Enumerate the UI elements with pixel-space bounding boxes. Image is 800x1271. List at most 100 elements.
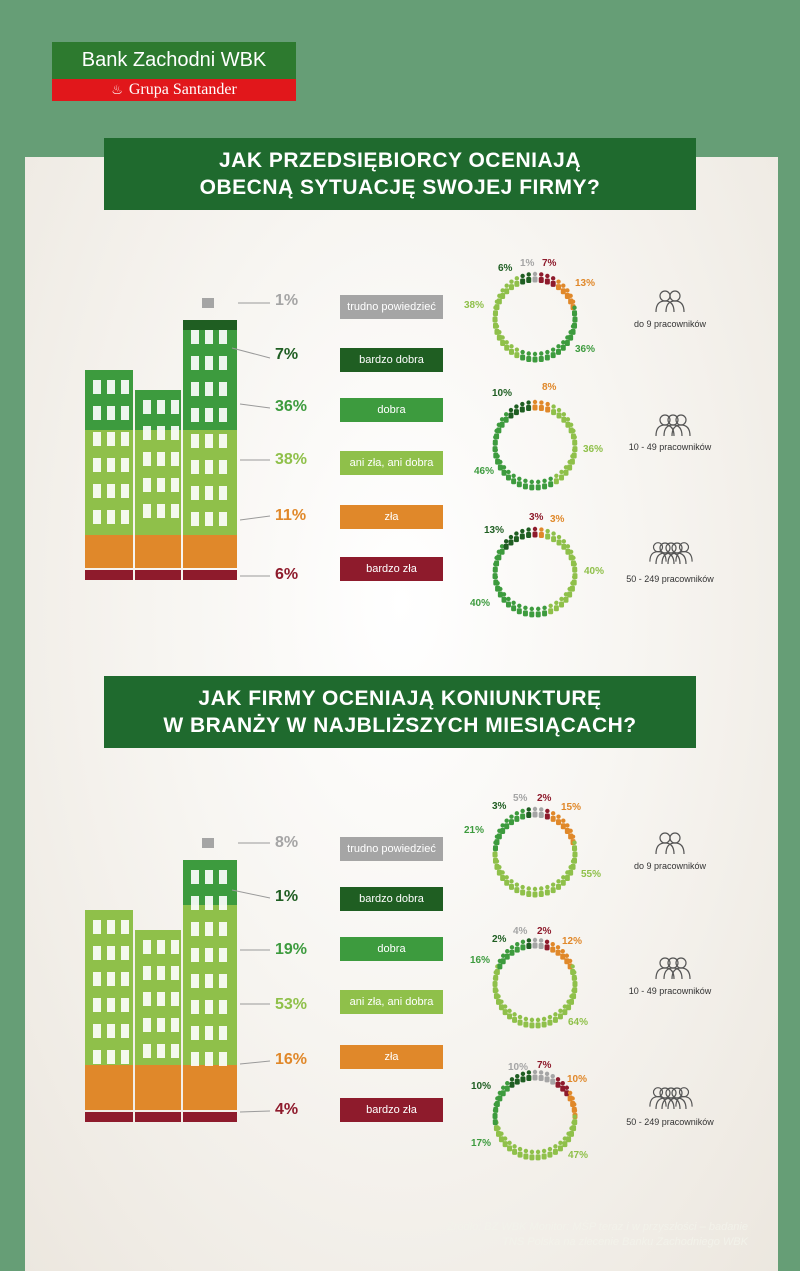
- person-body: [496, 554, 502, 561]
- person-body: [561, 416, 567, 423]
- person-head: [520, 884, 525, 890]
- person-head: [544, 939, 550, 945]
- person-head: [572, 840, 577, 845]
- person-body: [514, 887, 520, 894]
- person-body: [494, 328, 500, 335]
- connector-line: [239, 1060, 271, 1065]
- building-window: [205, 408, 213, 422]
- person-head: [551, 404, 556, 409]
- person-head: [500, 288, 505, 293]
- person-head: [558, 1140, 563, 1146]
- pct-trudno-1: 1%: [275, 292, 299, 309]
- person-head: [566, 1131, 571, 1136]
- building-window: [205, 330, 213, 344]
- building-window: [219, 896, 227, 910]
- person-body: [504, 823, 510, 830]
- person-body: [560, 344, 566, 351]
- person-head: [561, 340, 566, 345]
- person-head: [553, 1012, 558, 1017]
- building-window: [171, 426, 179, 440]
- building-window: [171, 504, 179, 518]
- building-window: [93, 1024, 101, 1038]
- building-band: [183, 1112, 237, 1122]
- person-head: [502, 1004, 508, 1009]
- person-outline-head: [671, 1087, 683, 1099]
- person-body: [492, 845, 498, 852]
- building-band: [183, 1065, 237, 1110]
- person-body: [566, 1004, 572, 1011]
- person-body: [544, 813, 550, 820]
- person-body: [508, 348, 514, 355]
- person-head: [520, 349, 525, 355]
- person-body: [500, 875, 506, 882]
- building-window: [93, 946, 101, 960]
- person-body: [495, 1130, 501, 1137]
- person-body: [544, 278, 550, 285]
- person-head: [545, 273, 550, 279]
- person-head: [572, 318, 577, 323]
- bank-logo: Bank Zachodni WBK: [52, 42, 296, 79]
- person-head: [556, 814, 561, 819]
- person-outline-body: [675, 551, 693, 562]
- label-trudno-1: trudno powiedzieć: [340, 295, 443, 319]
- person-body: [508, 539, 514, 546]
- person-head: [509, 279, 514, 284]
- person-body: [564, 292, 570, 299]
- person-body: [497, 963, 503, 970]
- building-window: [171, 400, 179, 414]
- person-head: [542, 605, 547, 611]
- person-body: [551, 409, 557, 416]
- ring-label: 64%: [568, 1017, 589, 1028]
- person-outline-head: [659, 542, 671, 554]
- person-head: [560, 1080, 565, 1086]
- person-body: [498, 1004, 504, 1011]
- person-body: [497, 1095, 503, 1102]
- person-body: [496, 869, 502, 876]
- building-window: [205, 922, 213, 936]
- building-window: [107, 510, 115, 524]
- building-window: [219, 922, 227, 936]
- person-head: [520, 401, 525, 407]
- person-body: [493, 1106, 499, 1113]
- person-body: [508, 412, 514, 419]
- building-window: [191, 922, 199, 936]
- person-head: [517, 476, 522, 481]
- person-head: [559, 469, 564, 475]
- person-head: [572, 853, 577, 858]
- building-band: [85, 910, 133, 1065]
- building-window: [121, 1024, 129, 1038]
- person-head: [561, 412, 567, 417]
- person-body: [497, 464, 503, 471]
- ring-label: 13%: [575, 278, 596, 289]
- building-window: [157, 940, 165, 954]
- person-head: [532, 806, 538, 812]
- label-trudno-2: trudno powiedzieć: [340, 837, 443, 861]
- person-head: [550, 1073, 555, 1079]
- person-body: [492, 573, 498, 580]
- person-head: [550, 347, 556, 352]
- person-head: [532, 937, 538, 943]
- size-label: 10 - 49 pracowników: [628, 986, 712, 996]
- building-window: [205, 870, 213, 884]
- building-antenna: [202, 298, 214, 308]
- person-body: [532, 942, 538, 949]
- person-body: [504, 879, 510, 886]
- person-body: [538, 891, 544, 898]
- person-body: [498, 1136, 504, 1143]
- person-body: [529, 1022, 535, 1029]
- building-band: [135, 570, 181, 580]
- person-head: [509, 814, 514, 819]
- pct-trudno-2: 8%: [275, 834, 299, 851]
- building-window: [171, 1018, 179, 1032]
- person-body: [556, 883, 562, 890]
- person-head: [551, 531, 556, 536]
- person-head: [554, 600, 559, 606]
- person-head: [508, 534, 514, 540]
- person-body: [548, 481, 554, 488]
- person-head: [520, 273, 525, 279]
- person-head: [572, 568, 578, 573]
- person-head: [541, 1016, 547, 1022]
- person-body: [532, 531, 538, 538]
- person-outline-head: [659, 1087, 671, 1099]
- person-body: [492, 851, 498, 858]
